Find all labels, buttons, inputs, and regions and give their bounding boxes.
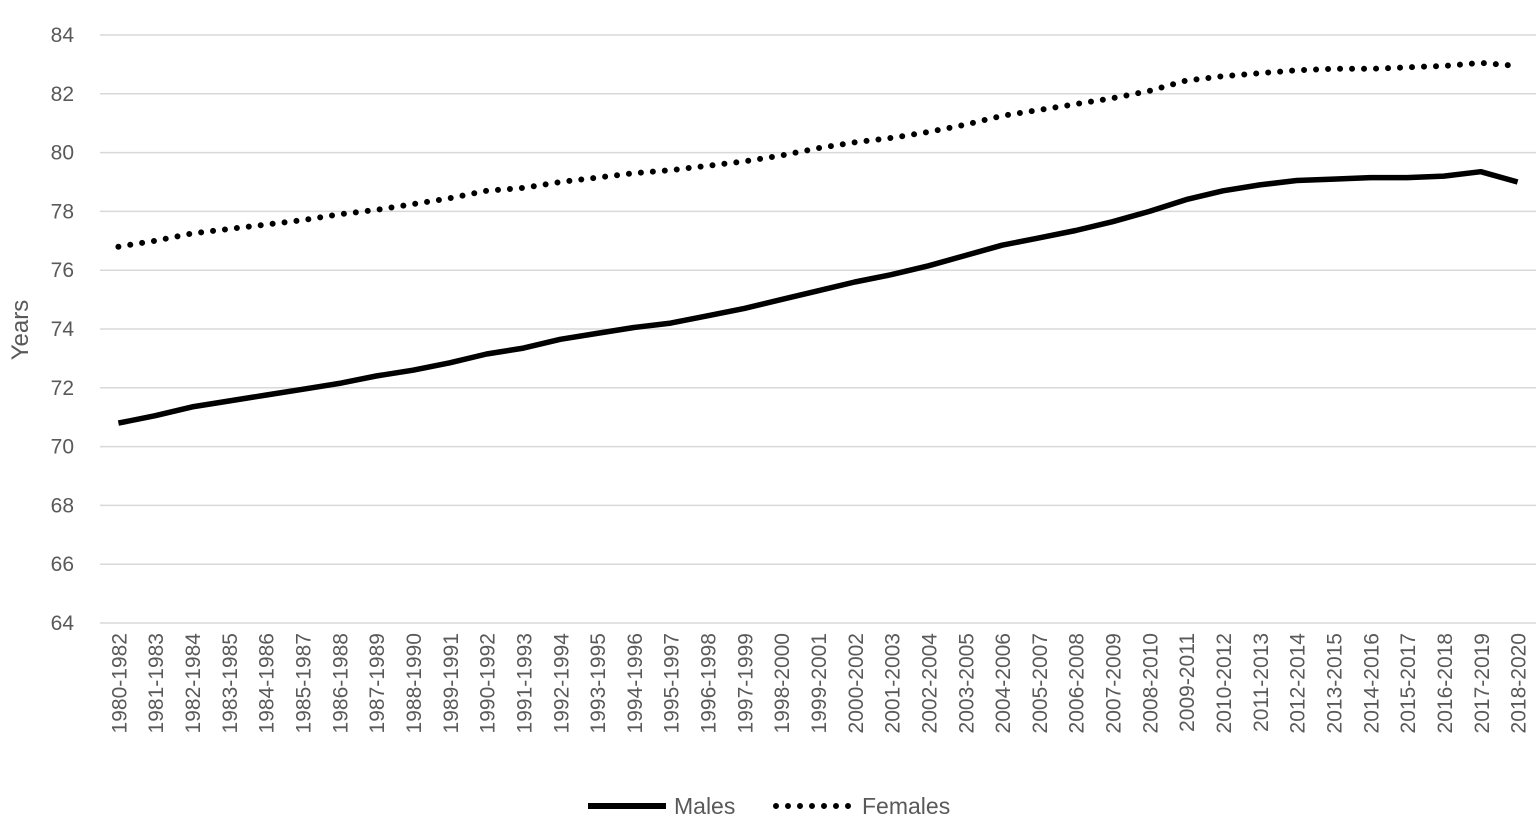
series-lines [115, 59, 1521, 426]
x-tick-label: 1990-1992 [477, 633, 500, 733]
x-tick-label: 1982-1984 [182, 633, 205, 734]
y-tick-label: 64 [51, 612, 75, 635]
x-tick-label: 1984-1986 [256, 633, 279, 733]
x-tick-label: 2007-2009 [1103, 633, 1126, 733]
x-tick-label: 2016-2018 [1434, 633, 1457, 733]
x-axis-ticks: 1980-1982 1981-1983 1982-1984 1983-1985 1984… [108, 633, 1530, 734]
x-tick-label: 2011-2013 [1250, 633, 1273, 732]
y-tick-label: 78 [51, 200, 74, 223]
x-tick-label: 2001-2003 [882, 633, 905, 733]
x-tick-label: 1991-1993 [513, 633, 536, 733]
series-line-males [117, 168, 1519, 426]
y-axis-ticks: 64 66 68 70 72 74 76 78 80 82 84 [51, 24, 75, 635]
legend: Males Females [588, 793, 950, 819]
x-tick-label: 1992-1994 [550, 633, 573, 734]
y-tick-label: 80 [51, 142, 74, 165]
y-tick-label: 68 [51, 494, 74, 517]
y-tick-label: 76 [51, 259, 74, 282]
x-tick-label: 1986-1988 [329, 633, 352, 733]
x-tick-label: 2014-2016 [1360, 633, 1383, 733]
x-tick-label: 1980-1982 [108, 633, 131, 733]
x-tick-label: 2012-2014 [1287, 633, 1310, 734]
y-tick-label: 84 [51, 24, 75, 47]
y-tick-label: 74 [51, 318, 75, 341]
gridlines [100, 34, 1536, 624]
x-tick-label: 1995-1997 [661, 633, 684, 733]
x-tick-label: 2008-2010 [1139, 633, 1162, 733]
x-tick-label: 1988-1990 [403, 633, 426, 733]
x-tick-label: 1993-1995 [587, 633, 610, 733]
x-tick-label: 2010-2012 [1213, 633, 1236, 733]
x-tick-label: 2017-2019 [1471, 633, 1494, 733]
x-tick-label: 2005-2007 [1029, 633, 1052, 733]
x-tick-label: 2002-2004 [918, 633, 941, 734]
y-tick-label: 66 [51, 553, 74, 576]
x-tick-label: 2015-2017 [1397, 633, 1420, 733]
x-tick-label: 2013-2015 [1323, 633, 1346, 733]
x-tick-label: 2018-2020 [1508, 633, 1531, 733]
x-tick-label: 2003-2005 [955, 633, 978, 733]
series-line-females [115, 59, 1521, 250]
y-tick-label: 70 [51, 436, 74, 459]
x-tick-label: 1999-2001 [808, 633, 831, 733]
x-tick-label: 2006-2008 [1066, 633, 1089, 733]
x-tick-label: 2000-2002 [845, 633, 868, 733]
legend-label-females: Females [862, 793, 950, 819]
x-tick-label: 1985-1987 [293, 633, 316, 733]
x-tick-label: 1989-1991 [440, 633, 463, 733]
legend-label-males: Males [674, 793, 735, 819]
x-tick-label: 1983-1985 [219, 633, 242, 733]
x-tick-label: 1994-1996 [624, 633, 647, 733]
x-tick-label: 1996-1998 [698, 633, 721, 733]
series-females [115, 59, 1521, 250]
x-tick-label: 2009-2011 [1176, 633, 1199, 732]
y-tick-label: 72 [51, 377, 74, 400]
x-tick-label: 1981-1983 [145, 633, 168, 733]
x-tick-label: 1998-2000 [771, 633, 794, 733]
x-tick-label: 1987-1989 [366, 633, 389, 733]
series-males [117, 168, 1519, 426]
y-tick-label: 82 [51, 83, 74, 106]
y-axis-title: Years [7, 300, 34, 361]
x-tick-label: 2004-2006 [992, 633, 1015, 733]
x-tick-label: 1997-1999 [734, 633, 757, 733]
